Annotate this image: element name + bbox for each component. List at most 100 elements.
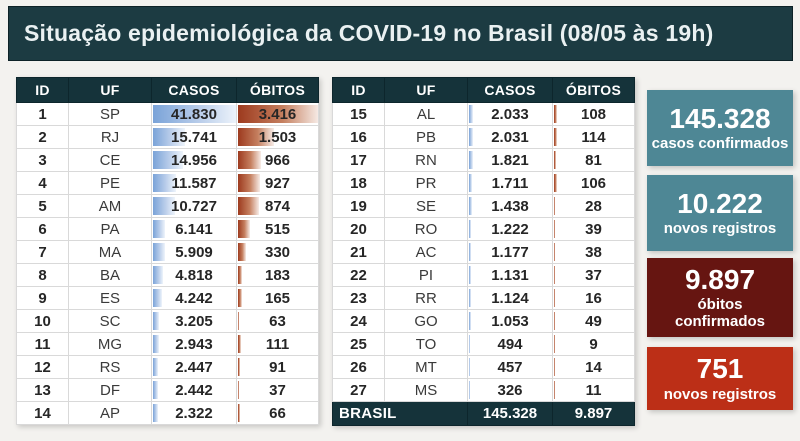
row-id: 3 [16,148,69,172]
casos-databar [153,381,158,399]
row-uf: MG [68,332,152,356]
row-id: 9 [16,286,69,310]
table-row: 5 AM 10.727 874 [16,194,319,218]
obitos-cell: 183 [236,263,319,287]
obitos-cell: 63 [236,309,319,333]
casos-cell: 326 [467,378,553,402]
table-row: 22 PI 1.131 37 [332,263,635,287]
row-uf: BA [68,263,152,287]
obitos-cell: 966 [236,148,319,172]
table-row: 7 MA 5.909 330 [16,240,319,264]
row-uf: PR [384,171,468,195]
table-row: 14 AP 2.322 66 [16,401,319,425]
casos-cell: 1.131 [467,263,553,287]
table-row: 26 MT 457 14 [332,355,635,379]
obitos-cell: 1.503 [236,125,319,149]
casos-cell: 11.587 [151,171,237,195]
table-row: 9 ES 4.242 165 [16,286,319,310]
casos-cell: 1.821 [467,148,553,172]
casos-databar [469,381,470,399]
casos-databar [469,243,472,261]
casos-databar [469,335,470,353]
kpi-label: casos confirmados [651,135,789,153]
table-row: 23 RR 1.124 16 [332,286,635,310]
row-id: 25 [332,332,385,356]
casos-databar [153,243,165,261]
column-header-casos: CASOS [151,77,237,103]
casos-databar [469,289,472,307]
row-id: 20 [332,217,385,241]
row-id: 8 [16,263,69,287]
row-uf: PB [384,125,468,149]
row-uf: AL [384,102,468,126]
obitos-databar [554,151,556,169]
casos-cell: 1.124 [467,286,553,310]
casos-cell: 3.205 [151,309,237,333]
kpi-label: óbitos confirmados [674,295,765,331]
row-id: 21 [332,240,385,264]
obitos-cell: 16 [552,286,635,310]
row-id: 5 [16,194,69,218]
row-uf: RO [384,217,468,241]
row-uf: RJ [68,125,152,149]
row-uf: RN [384,148,468,172]
obitos-databar [238,220,251,238]
obitos-cell: 37 [552,263,635,287]
kpi-label: novos registros [663,220,777,238]
row-uf: AM [68,194,152,218]
obitos-cell: 11 [552,378,635,402]
table-row: 2 RJ 15.741 1.503 [16,125,319,149]
casos-databar [153,128,185,146]
casos-databar [153,220,166,238]
casos-cell: 2.442 [151,378,237,402]
row-id: 26 [332,355,385,379]
kpi-label: novos registros [663,385,777,403]
kpi-value: 751 [696,353,744,385]
row-id: 11 [16,332,69,356]
obitos-databar [238,335,241,353]
obitos-databar [554,105,557,123]
row-uf: MS [384,378,468,402]
row-id: 17 [332,148,385,172]
table-row: 13 DF 2.442 37 [16,378,319,402]
table-row: 1 SP 41.830 3.416 [16,102,319,126]
row-uf: AP [68,401,152,425]
casos-cell: 4.242 [151,286,237,310]
obitos-databar [238,312,240,330]
obitos-cell: 874 [236,194,319,218]
casos-databar [469,174,473,192]
kpi-card-new-death-records: 751 novos registros [647,347,793,410]
total-casos-value: 145.328 [467,401,553,426]
casos-cell: 1.177 [467,240,553,264]
obitos-cell: 37 [236,378,319,402]
casos-cell: 14.956 [151,148,237,172]
casos-cell: 2.033 [467,102,553,126]
table-right-body: 15 AL 2.033 108 16 PB 2.031 114 17 RN 1.821 81 18 PR 1… [332,102,635,402]
row-id: 2 [16,125,69,149]
page-title: Situação epidemiológica da COVID-19 no B… [24,20,714,46]
row-uf: AC [384,240,468,264]
obitos-cell: 330 [236,240,319,264]
row-id: 22 [332,263,385,287]
kpi-value: 10.222 [677,187,763,219]
obitos-databar [238,381,239,399]
obitos-cell: 515 [236,217,319,241]
row-id: 14 [16,401,69,425]
obitos-cell: 106 [552,171,635,195]
row-uf: GO [384,309,468,333]
table-row: 16 PB 2.031 114 [332,125,635,149]
casos-cell: 2.447 [151,355,237,379]
total-obitos-value: 9.897 [552,401,635,426]
title-bar: Situação epidemiológica da COVID-19 no B… [8,6,793,61]
obitos-databar [238,174,260,192]
casos-cell: 15.741 [151,125,237,149]
obitos-cell: 39 [552,217,635,241]
casos-databar [469,105,474,123]
kpi-value: 9.897 [684,263,756,295]
row-uf: SC [68,309,152,333]
total-row: BRASIL 145.328 9.897 [332,401,635,426]
obitos-databar [238,266,243,284]
obitos-databar [238,151,261,169]
row-uf: PA [68,217,152,241]
casos-databar [153,151,184,169]
